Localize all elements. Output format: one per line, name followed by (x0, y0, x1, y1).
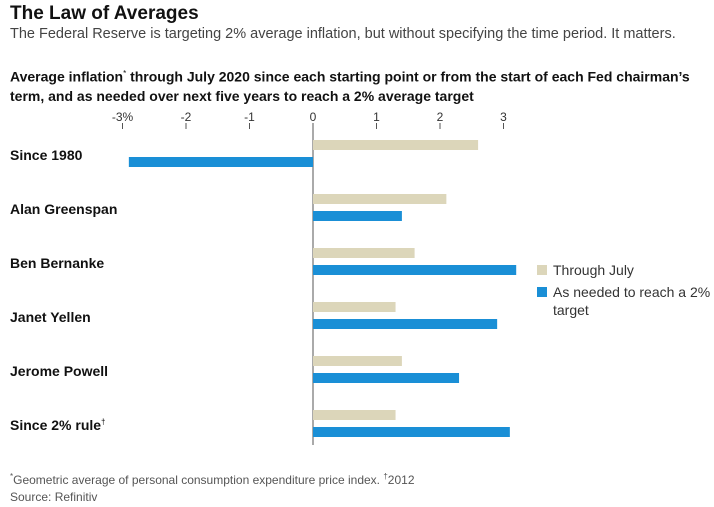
footnote-line: *Geometric average of personal consumpti… (10, 468, 415, 489)
bar-as-needed (313, 427, 510, 437)
bar-through-july (313, 140, 479, 150)
chart-dek: The Federal Reserve is targeting 2% aver… (10, 26, 676, 42)
chart-footnote: *Geometric average of personal consumpti… (10, 468, 415, 506)
bar-as-needed (313, 211, 402, 221)
chart-subtitle: Average inflation* through July 2020 sin… (10, 64, 710, 106)
x-tick-label: -3% (112, 110, 134, 124)
x-tick-label: 0 (310, 110, 317, 124)
bar-as-needed (313, 373, 460, 383)
category-label: Jerome Powell (10, 363, 109, 379)
footnote-text: Geometric average of personal consumptio… (13, 473, 384, 487)
category-label: Since 1980 (10, 147, 83, 163)
footnote-year: 2012 (387, 473, 415, 487)
x-tick-label: 1 (373, 110, 380, 124)
legend-swatch-through-july (537, 265, 547, 275)
legend: Through July As needed to reach a 2% tar… (537, 261, 712, 323)
x-tick-label: -2 (181, 110, 192, 124)
category-label: Since 2% rule† (10, 417, 106, 433)
x-tick-label: 3 (500, 110, 507, 124)
category-label: Janet Yellen (10, 309, 91, 325)
subtitle-footnote-mark: * (123, 69, 127, 78)
subtitle-text-end: through July 2020 since each starting po… (10, 68, 690, 104)
bar-through-july (313, 356, 402, 366)
bar-through-july (313, 302, 396, 312)
bar-as-needed (128, 157, 313, 167)
source-line: Source: Refinitiv (10, 490, 98, 504)
footnote-mark: * (10, 472, 14, 481)
chart-headline: The Law of Averages (10, 3, 199, 24)
category-footnote-mark: † (101, 417, 106, 427)
legend-item-as-needed: As needed to reach a 2% target (537, 283, 712, 319)
category-label: Alan Greenspan (10, 201, 118, 217)
legend-swatch-as-needed (537, 287, 547, 297)
legend-item-through-july: Through July (537, 261, 712, 279)
subtitle-text-start: Average inflation (10, 68, 124, 85)
bar-through-july (313, 410, 396, 420)
bar-as-needed (313, 265, 517, 275)
x-tick-label: 2 (437, 110, 444, 124)
bar-through-july (313, 248, 415, 258)
x-tick-label: -1 (244, 110, 255, 124)
bar-as-needed (313, 319, 498, 329)
category-label: Ben Bernanke (10, 255, 105, 271)
footnote-mark-dagger: † (383, 472, 388, 481)
bar-through-july (313, 194, 447, 204)
legend-label-as-needed: As needed to reach a 2% target (553, 284, 711, 318)
legend-label-through-july: Through July (553, 262, 634, 278)
